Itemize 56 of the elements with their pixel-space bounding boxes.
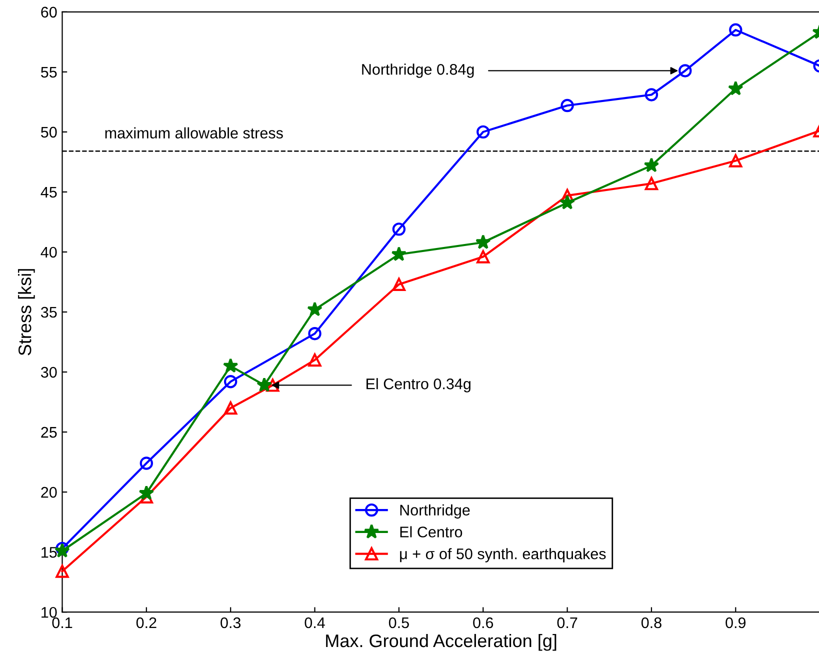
point: [728, 80, 744, 96]
point: [222, 358, 238, 373]
point: [308, 327, 322, 340]
point: [391, 246, 407, 262]
x-tick-label: 0.5: [388, 617, 409, 628]
y-tick-label: 45: [40, 186, 57, 198]
legend-label: El Centro: [400, 526, 462, 538]
point: [560, 194, 575, 210]
x-axis-title: Max. Ground Acceleration [g]: [326, 634, 556, 651]
ref-line-label: maximum allowable stress: [105, 127, 283, 139]
x-tick-label: 0.7: [557, 617, 578, 628]
y-tick-label: 55: [41, 66, 57, 78]
annotation: Northridge 0.84g: [362, 64, 474, 78]
legend-label: μ + σ of 50 synth. earthquakes: [400, 548, 606, 562]
legend-label: Northridge: [400, 504, 470, 519]
x-tick-label: 0.6: [473, 617, 494, 628]
annotation: El Centro 0.34g: [366, 378, 470, 392]
point: [266, 378, 280, 392]
x-tick-label: 0.8: [641, 617, 662, 628]
y-tick-label: 60: [41, 6, 57, 18]
y-axis-title: Stress [ksi]: [18, 269, 35, 356]
point: [560, 188, 574, 202]
y-tick-label: 15: [42, 547, 57, 558]
y-tick-label: 40: [40, 246, 57, 258]
y-tick-label: 50: [41, 126, 57, 138]
y-tick-label: 20: [41, 486, 57, 498]
y-tick-label: 25: [41, 426, 57, 438]
point: [644, 158, 660, 172]
x-tick-label: 0.2: [136, 617, 156, 628]
point: [308, 353, 322, 367]
point: [392, 278, 406, 291]
point: [392, 222, 406, 236]
point: [224, 401, 238, 415]
point: [476, 250, 490, 264]
point: [224, 375, 238, 388]
y-tick-label: 30: [40, 366, 57, 378]
point: [644, 88, 658, 102]
point: [475, 234, 491, 250]
point: [729, 23, 742, 37]
y-tick-label: 35: [40, 306, 57, 318]
point: [729, 154, 742, 168]
point: [307, 302, 322, 316]
point: [256, 377, 272, 392]
point: [56, 542, 69, 556]
point: [476, 125, 490, 139]
x-tick-label: 0.1: [52, 617, 72, 628]
x-tick-label: 0.3: [220, 617, 241, 628]
y-tick-label: 10: [42, 606, 57, 618]
point: [560, 98, 574, 112]
point: [138, 485, 154, 500]
x-tick-label: 0.4: [304, 617, 325, 628]
x-tick-label: 0.9: [726, 617, 746, 628]
point: [140, 456, 154, 470]
point: [644, 176, 658, 190]
point: [678, 64, 692, 78]
point: [56, 564, 69, 578]
